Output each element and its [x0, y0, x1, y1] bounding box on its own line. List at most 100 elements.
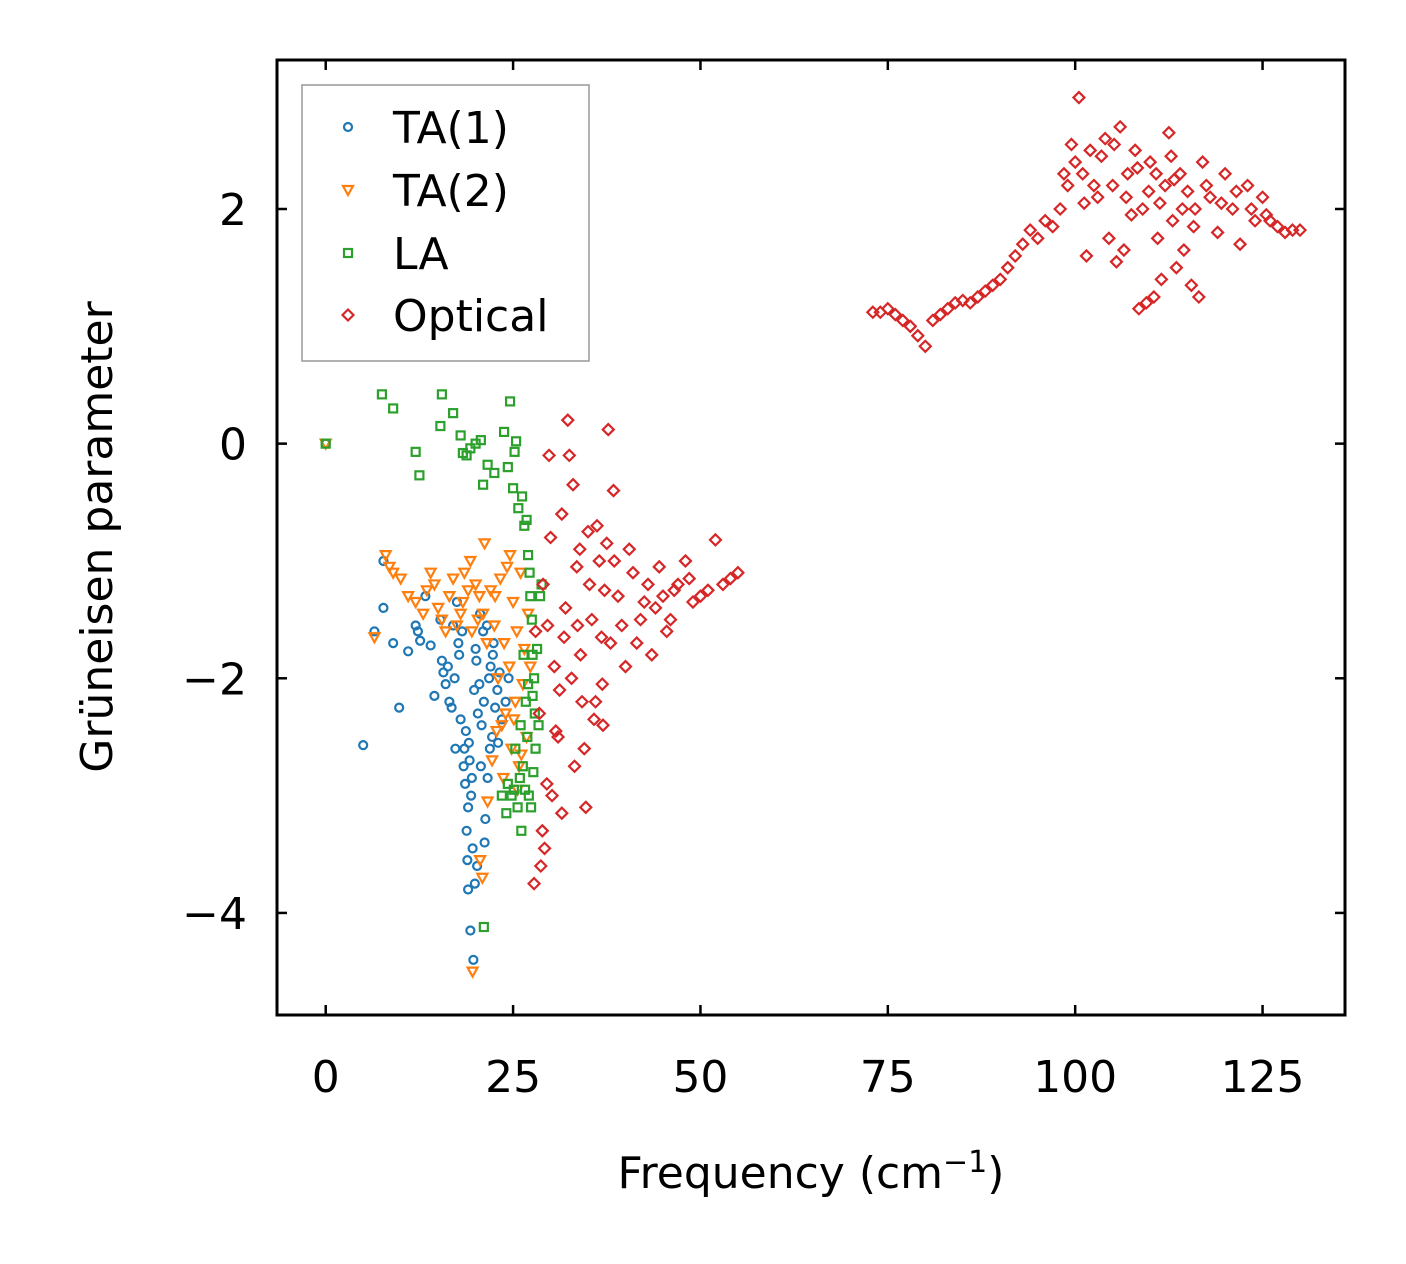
point-ta-1-71 — [460, 725, 471, 737]
point-ta-2-22 — [468, 579, 483, 592]
point-la-48 — [502, 778, 513, 789]
point-la-42 — [516, 825, 527, 836]
point-ta-1-42 — [472, 708, 483, 719]
point-optical-100 — [1060, 178, 1075, 193]
point-ta-2-23 — [470, 614, 485, 627]
x-axis-label-sup: −1 — [943, 1145, 987, 1180]
point-optical-140 — [1248, 213, 1263, 228]
point-optical-80 — [910, 328, 925, 343]
point-optical-161 — [1259, 207, 1274, 222]
point-la-18 — [502, 462, 513, 473]
point-optical-137 — [1225, 201, 1240, 217]
point-ta-1-21 — [449, 673, 460, 684]
point-optical-48 — [545, 788, 560, 803]
point-ta-2-27 — [479, 637, 494, 651]
point-ta-2-17 — [450, 620, 464, 633]
point-optical-125 — [1165, 213, 1180, 228]
x-tick-label-75: 75 — [860, 1052, 916, 1103]
point-optical-165 — [1167, 172, 1182, 187]
point-optical-77 — [888, 307, 903, 322]
point-optical-32 — [663, 612, 678, 627]
point-optical-66 — [723, 571, 738, 586]
point-la-19 — [504, 396, 516, 407]
point-ta-1-64 — [463, 802, 474, 813]
point-optical-12 — [569, 559, 584, 574]
point-ta-1-62 — [450, 743, 461, 754]
point-la-36 — [525, 802, 537, 813]
point-optical-25 — [618, 659, 633, 674]
point-la-55 — [478, 921, 489, 933]
point-la-23 — [513, 503, 524, 514]
point-ta-1-30 — [463, 884, 474, 895]
point-optical-21 — [601, 422, 616, 437]
point-ta-1-4 — [378, 602, 389, 613]
point-ta-2-35 — [500, 561, 514, 575]
point-optical-106 — [1090, 190, 1105, 205]
point-la-45 — [506, 790, 517, 801]
point-optical-126 — [1169, 260, 1184, 275]
x-tick-label-100: 100 — [1033, 1052, 1117, 1103]
point-ta-2-44 — [517, 643, 532, 657]
point-la-20 — [507, 483, 519, 494]
point-ta-2-3 — [382, 561, 397, 575]
point-optical-22 — [603, 636, 618, 651]
point-ta-2-24 — [472, 591, 487, 604]
point-optical-53 — [582, 577, 597, 592]
point-optical-143 — [1270, 219, 1285, 234]
point-ta-1-66 — [484, 743, 495, 754]
point-ta-2-4 — [386, 567, 401, 580]
point-ta-1-31 — [463, 737, 474, 748]
point-optical-113 — [1120, 166, 1135, 181]
point-la-57 — [522, 679, 534, 690]
point-la-16 — [489, 467, 500, 479]
point-ta-2-10 — [423, 567, 438, 580]
point-ta-1-17 — [440, 679, 451, 690]
point-la-41 — [519, 784, 531, 795]
point-ta-1-67 — [487, 649, 498, 660]
point-ta-1-38 — [469, 684, 480, 696]
point-optical-78 — [895, 313, 910, 328]
point-optical-0 — [528, 624, 543, 639]
point-optical-19 — [595, 718, 611, 733]
point-la-51 — [527, 690, 538, 701]
point-ta-2-33 — [497, 637, 511, 651]
point-optical-3 — [539, 776, 554, 791]
point-ta-1-35 — [466, 772, 477, 784]
point-optical-4 — [543, 530, 558, 545]
point-optical-67 — [527, 876, 542, 891]
legend-marker-optical — [340, 307, 356, 323]
point-ta-1-37 — [468, 954, 479, 965]
point-la-47 — [496, 790, 507, 801]
point-optical-117 — [1135, 201, 1150, 217]
point-optical-158 — [1214, 196, 1229, 211]
point-la-22 — [510, 436, 522, 447]
point-optical-153 — [1152, 196, 1167, 211]
point-optical-81 — [918, 339, 933, 354]
point-ta-2-28 — [483, 585, 498, 598]
point-optical-35 — [685, 594, 701, 610]
point-optical-41 — [552, 682, 567, 698]
point-optical-38 — [715, 577, 730, 592]
legend-label-optical: Optical — [393, 291, 548, 342]
point-la-29 — [525, 591, 536, 602]
point-ta-1-28 — [461, 825, 472, 836]
point-ta-2-39 — [508, 696, 523, 710]
point-ta-1-55 — [489, 702, 501, 713]
point-ta-1-59 — [500, 696, 511, 707]
point-optical-118 — [1139, 295, 1154, 310]
point-optical-5 — [547, 659, 562, 674]
point-ta-1-60 — [503, 673, 514, 684]
point-ta-2-21 — [464, 626, 479, 639]
point-optical-135 — [1210, 225, 1225, 240]
legend-label-la: LA — [393, 229, 449, 280]
y-axis-label: Grüneisen parameter — [72, 300, 123, 772]
point-optical-42 — [567, 759, 582, 774]
point-la-52 — [531, 643, 543, 655]
point-optical-152 — [1141, 184, 1156, 199]
point-optical-55 — [597, 583, 612, 598]
point-optical-13 — [573, 647, 588, 662]
point-ta-1-68 — [492, 737, 504, 748]
point-ta-1-65 — [475, 761, 486, 772]
point-ta-2-20 — [461, 585, 475, 598]
